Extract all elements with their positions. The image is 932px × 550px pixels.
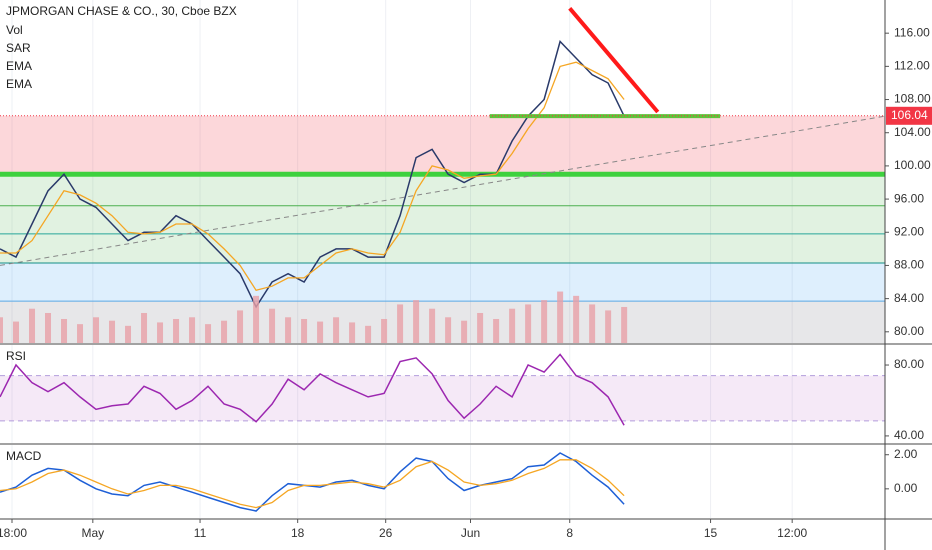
volume-bar bbox=[509, 308, 516, 343]
x-tick-label: Jun bbox=[461, 526, 480, 540]
volume-bar bbox=[525, 304, 532, 343]
volume-bar bbox=[397, 304, 404, 343]
volume-bar bbox=[557, 291, 564, 343]
y-tick-label: 0.00 bbox=[894, 481, 918, 495]
y-tick-label: 84.00 bbox=[894, 291, 924, 305]
volume-bar bbox=[157, 322, 164, 343]
volume-bar bbox=[29, 308, 36, 343]
volume-bar bbox=[189, 317, 196, 343]
x-tick-label: 15 bbox=[704, 526, 718, 540]
y-tick-label: 104.00 bbox=[894, 125, 931, 139]
volume-bar bbox=[381, 318, 388, 343]
volume-bar bbox=[477, 312, 484, 343]
volume-bar bbox=[269, 308, 276, 343]
indicator-label: SAR bbox=[6, 41, 31, 55]
series-line bbox=[0, 61, 625, 292]
volume-bar bbox=[253, 295, 260, 343]
volume-bar bbox=[301, 318, 308, 343]
volume-bar bbox=[93, 317, 100, 343]
y-tick-label: 2.00 bbox=[894, 447, 918, 461]
series-line bbox=[0, 459, 625, 509]
volume-bar bbox=[125, 325, 132, 343]
volume-bar bbox=[573, 295, 580, 343]
volume-bar bbox=[365, 325, 372, 343]
volume-bar bbox=[605, 310, 612, 343]
y-tick-label: 112.00 bbox=[894, 59, 930, 73]
volume-bar bbox=[461, 320, 468, 343]
volume-bar bbox=[285, 317, 292, 343]
x-tick-label: May bbox=[81, 526, 104, 540]
volume-bar bbox=[173, 318, 180, 343]
volume-bar bbox=[349, 322, 356, 343]
indicator-label: Vol bbox=[6, 23, 23, 37]
volume-bar bbox=[493, 318, 500, 343]
y-tick-label: 80.00 bbox=[894, 357, 924, 371]
y-tick-label: 96.00 bbox=[894, 191, 924, 205]
series-line bbox=[0, 40, 625, 309]
volume-bar bbox=[77, 324, 84, 343]
x-tick-label: 12:00 bbox=[777, 526, 807, 540]
y-tick-label: 80.00 bbox=[894, 324, 924, 338]
zone-band bbox=[0, 301, 885, 343]
last-price-box bbox=[886, 106, 932, 125]
y-tick-label: 92.00 bbox=[894, 224, 924, 238]
y-tick-label: 88.00 bbox=[894, 258, 924, 272]
series-line bbox=[0, 452, 625, 512]
volume-bar bbox=[333, 317, 340, 343]
trend-line bbox=[0, 115, 886, 266]
volume-bar bbox=[445, 317, 452, 343]
volume-bar bbox=[413, 300, 420, 343]
x-tick-label: 8 bbox=[566, 526, 573, 540]
x-tick-label: 11 bbox=[194, 526, 207, 540]
volume-bar bbox=[45, 312, 52, 343]
y-tick-label: 108.00 bbox=[894, 92, 931, 106]
x-tick-label: 18:00 bbox=[0, 526, 27, 540]
volume-bar bbox=[589, 304, 596, 343]
volume-bar bbox=[221, 320, 228, 343]
volume-bar bbox=[237, 310, 244, 343]
volume-bar bbox=[13, 321, 20, 343]
volume-bar bbox=[141, 312, 148, 343]
volume-bar bbox=[541, 300, 548, 343]
x-tick-label: 26 bbox=[379, 526, 393, 540]
y-tick-label: 100.00 bbox=[894, 158, 931, 172]
volume-bar bbox=[429, 308, 436, 343]
indicator-label: EMA bbox=[6, 77, 32, 91]
volume-bar bbox=[109, 320, 116, 343]
y-tick-label: 116.00 bbox=[894, 25, 930, 39]
volume-bar bbox=[61, 318, 68, 343]
series-line bbox=[0, 353, 625, 426]
x-tick-label: 18 bbox=[291, 526, 305, 540]
pane-title: JPMORGAN CHASE & CO., 30, Cboe BZX bbox=[6, 4, 237, 18]
last-price-label: 106.04 bbox=[891, 108, 928, 122]
volume-bar bbox=[621, 306, 628, 343]
zone-band bbox=[0, 262, 885, 302]
indicator-label: EMA bbox=[6, 59, 32, 73]
resistance-line bbox=[568, 7, 660, 114]
volume-bar bbox=[205, 324, 212, 343]
zone-band bbox=[0, 174, 885, 263]
volume-bar bbox=[317, 321, 324, 343]
volume-bar bbox=[0, 317, 3, 343]
pane-title: MACD bbox=[6, 449, 42, 463]
y-tick-label: 40.00 bbox=[894, 428, 924, 442]
pane-title: RSI bbox=[6, 349, 26, 363]
rsi-band bbox=[0, 375, 885, 421]
